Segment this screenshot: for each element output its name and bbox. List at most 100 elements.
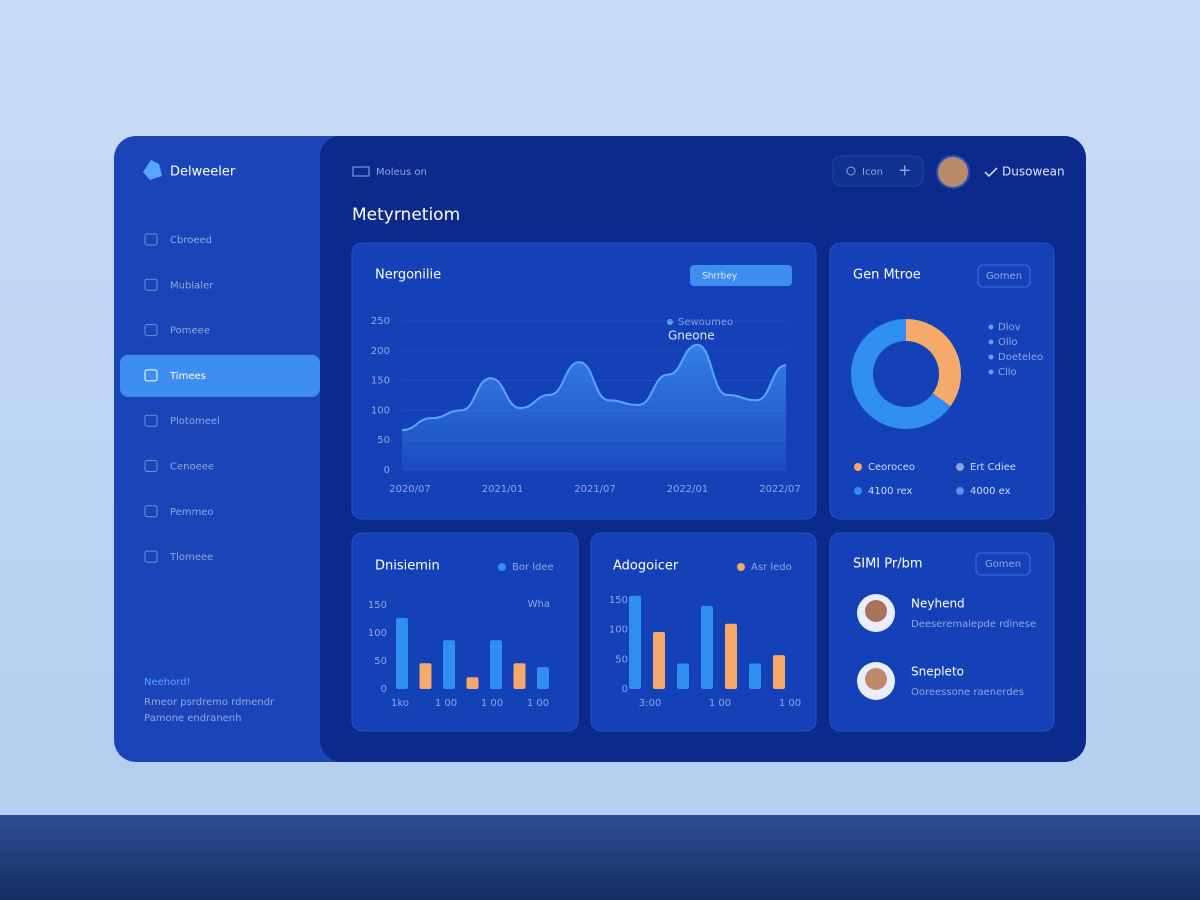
bar	[537, 667, 549, 689]
y-tick-label: 100	[609, 625, 628, 636]
dropdown-label: Shrrbey	[702, 272, 738, 282]
x-tick-label: 1 00	[481, 698, 503, 709]
card-button-label: Gomen	[985, 559, 1021, 570]
card-button[interactable]	[975, 552, 1031, 576]
legend-label: Ceoroceo	[868, 462, 915, 473]
legend-label: Doeteleo	[998, 352, 1043, 363]
line	[401, 343, 787, 432]
legend-label: Bor ldee	[512, 562, 554, 573]
person-desc: Deeseremalepde rdinese	[911, 619, 1036, 630]
logo	[143, 160, 162, 180]
y-tick-label: 0	[622, 684, 628, 695]
y-tick-label: 150	[609, 595, 628, 606]
donut-segment	[905, 319, 961, 407]
bar	[466, 677, 479, 689]
bar	[653, 632, 665, 689]
x-tick-label: 1 00	[779, 698, 801, 709]
legend-dot	[988, 324, 994, 330]
legend-dot	[854, 487, 862, 495]
x-tick-label: 2021/01	[482, 484, 524, 495]
y-tick-label: 50	[377, 435, 390, 446]
bar	[725, 623, 737, 689]
nav-item[interactable]: Pomeee	[170, 326, 210, 337]
nav-item[interactable]: Cbroeed	[170, 235, 212, 246]
x-tick-label: 2022/07	[759, 484, 801, 495]
dropdown[interactable]	[690, 265, 792, 286]
y-tick-label: 0	[381, 684, 387, 695]
legend-label: Asr ledo	[751, 562, 792, 573]
legend-dot	[988, 369, 994, 375]
legend-dot	[498, 563, 506, 571]
search-icon	[846, 166, 856, 176]
nav-item[interactable]: Cenoeee	[170, 462, 214, 473]
legend-label: 4000 ex	[970, 486, 1011, 497]
y-tick-label: 150	[371, 376, 390, 387]
nav-active	[120, 354, 320, 397]
bar	[443, 640, 455, 689]
nav-icon	[144, 369, 158, 382]
bar	[419, 663, 432, 689]
card-title: Gen Mtroe	[853, 268, 921, 283]
nav-item[interactable]: Plotomeel	[170, 416, 220, 427]
sidebar-footer-title: Neehord!	[144, 677, 191, 688]
bar	[490, 640, 502, 689]
search-box[interactable]	[832, 155, 924, 187]
person-face	[865, 668, 887, 690]
x-tick-label: 2020/07	[389, 484, 431, 495]
legend-label: Dlov	[998, 322, 1021, 333]
legend-dot	[737, 563, 745, 571]
user-name: Dusowean	[1002, 165, 1065, 179]
breadcrumb-icon	[352, 166, 370, 177]
user-avatar[interactable]	[936, 155, 970, 189]
bar	[701, 605, 713, 689]
y-tick-label: 100	[371, 405, 390, 416]
nav-item[interactable]: Timees	[169, 371, 206, 382]
nav-icon	[144, 550, 158, 563]
x-tick-label: 1ko	[391, 698, 409, 709]
y-tick-label: 200	[371, 346, 390, 357]
x-tick-label: 1 00	[527, 698, 549, 709]
card-button[interactable]	[977, 264, 1031, 288]
person-desc: Ooreessone raenerdes	[911, 687, 1024, 698]
nav-icon	[144, 324, 158, 337]
floor	[0, 815, 1200, 900]
legend-dot	[988, 354, 994, 360]
nav-icon	[144, 460, 158, 472]
page-title: Metyrnetiom	[352, 205, 460, 225]
search-label: Icon	[862, 167, 883, 178]
legend-label: Sewoumeo	[678, 317, 733, 328]
legend-dot	[667, 319, 673, 325]
legend-dot	[956, 463, 964, 471]
nav-item[interactable]: Pemmeo	[170, 507, 214, 518]
bar	[513, 663, 526, 689]
add-icon[interactable]: +	[898, 161, 911, 180]
legend-label: Cllo	[998, 367, 1017, 378]
y-tick-label: 0	[384, 465, 390, 476]
y-tick-label: 150	[368, 600, 387, 611]
brand: Delweeler	[170, 165, 236, 180]
x-tick-label: 2022/01	[667, 484, 709, 495]
bar	[773, 655, 785, 689]
x-tick-label: 3:00	[639, 698, 661, 709]
x-tick-label: 1 00	[435, 698, 457, 709]
y-tick-label: 50	[374, 656, 387, 667]
sidebar-footer-line: Rmeor psrdremo rdmendr	[144, 697, 275, 708]
card-title: Dnisiemin	[375, 559, 440, 574]
legend-dot	[988, 339, 994, 345]
person-face	[865, 600, 887, 622]
legend-label: 4100 rex	[868, 486, 912, 497]
legend-label: Ollo	[998, 337, 1018, 348]
y-tick-label: 250	[371, 316, 390, 327]
bar	[677, 663, 689, 689]
breadcrumb: Moleus on	[376, 167, 427, 178]
check-icon	[984, 167, 998, 178]
y-tick-label: 100	[368, 628, 387, 639]
legend-label: Ert Cdiee	[970, 462, 1016, 473]
note: Wha	[528, 599, 550, 610]
nav-item[interactable]: Tlomeee	[169, 552, 213, 563]
nav-item[interactable]: Mublaler	[170, 280, 214, 291]
nav-icon	[144, 414, 158, 427]
bar	[629, 595, 641, 689]
card-title: Nergonilie	[375, 268, 441, 283]
